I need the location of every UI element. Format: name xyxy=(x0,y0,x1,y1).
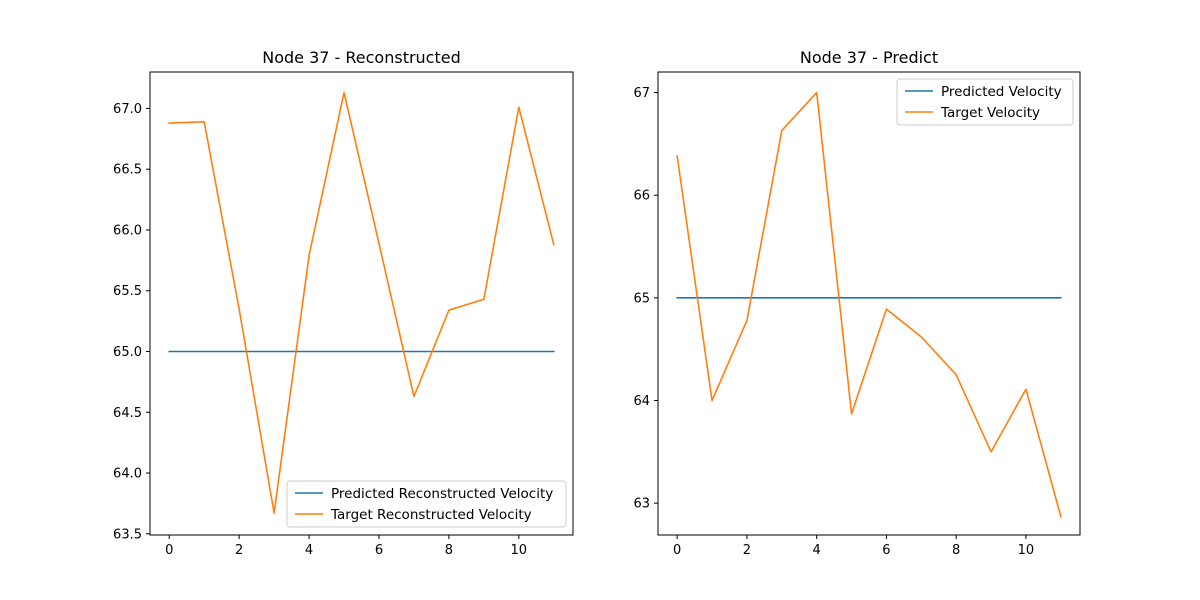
axes-frame xyxy=(149,71,574,536)
axes-frame xyxy=(657,71,1081,536)
x-tick-label: 4 xyxy=(305,543,313,558)
y-tick-label: 63 xyxy=(633,497,650,512)
y-tick-label: 67 xyxy=(633,86,650,101)
chart-title: Node 37 - Predict xyxy=(800,48,938,67)
series-line-target xyxy=(168,91,555,514)
y-tick-label: 64.0 xyxy=(113,467,142,482)
x-tick-label: 6 xyxy=(882,543,890,558)
series-line-target xyxy=(676,91,1062,518)
x-tick-label: 2 xyxy=(743,543,751,558)
y-tick-label: 63.5 xyxy=(113,527,142,542)
legend: Predicted Reconstructed Velocity Target R… xyxy=(286,480,567,528)
y-tick-label: 66 xyxy=(633,189,650,204)
x-tick-label: 10 xyxy=(511,543,528,558)
y-tick-label: 66.0 xyxy=(113,223,142,238)
legend-label: Predicted Velocity xyxy=(941,84,1062,100)
chart-title: Node 37 - Reconstructed xyxy=(262,48,461,67)
x-tick-label: 0 xyxy=(165,543,173,558)
y-tick-label: 65 xyxy=(633,291,650,306)
x-tick-label: 8 xyxy=(952,543,960,558)
chart-reconstructed: Node 37 - Reconstructed 0 2 4 6 8 10 63.5 64.0 64… xyxy=(113,48,574,558)
y-tick-label: 64 xyxy=(633,394,650,409)
legend-label: Target Reconstructed Velocity xyxy=(330,507,532,523)
x-tick-label: 10 xyxy=(1018,543,1035,558)
x-tick-label: 8 xyxy=(445,543,453,558)
y-tick-label: 66.5 xyxy=(113,163,142,178)
legend: Predicted Velocity Target Velocity xyxy=(896,78,1074,126)
x-tick-label: 2 xyxy=(235,543,243,558)
x-tick-label: 0 xyxy=(673,543,681,558)
legend-box xyxy=(286,480,567,528)
x-tick-label: 6 xyxy=(375,543,383,558)
y-tick-label: 67.0 xyxy=(113,102,142,117)
y-tick-label: 65.0 xyxy=(113,345,142,360)
y-tick-label: 64.5 xyxy=(113,406,142,421)
y-tick-label: 65.5 xyxy=(113,284,142,299)
x-tick-label: 4 xyxy=(813,543,821,558)
legend-box xyxy=(896,78,1074,126)
chart-predict: Node 37 - Predict 0 2 4 6 8 10 63 64 65 66 67 Predic… xyxy=(633,48,1081,558)
legend-label: Target Velocity xyxy=(940,105,1040,121)
legend-label: Predicted Reconstructed Velocity xyxy=(331,486,553,502)
